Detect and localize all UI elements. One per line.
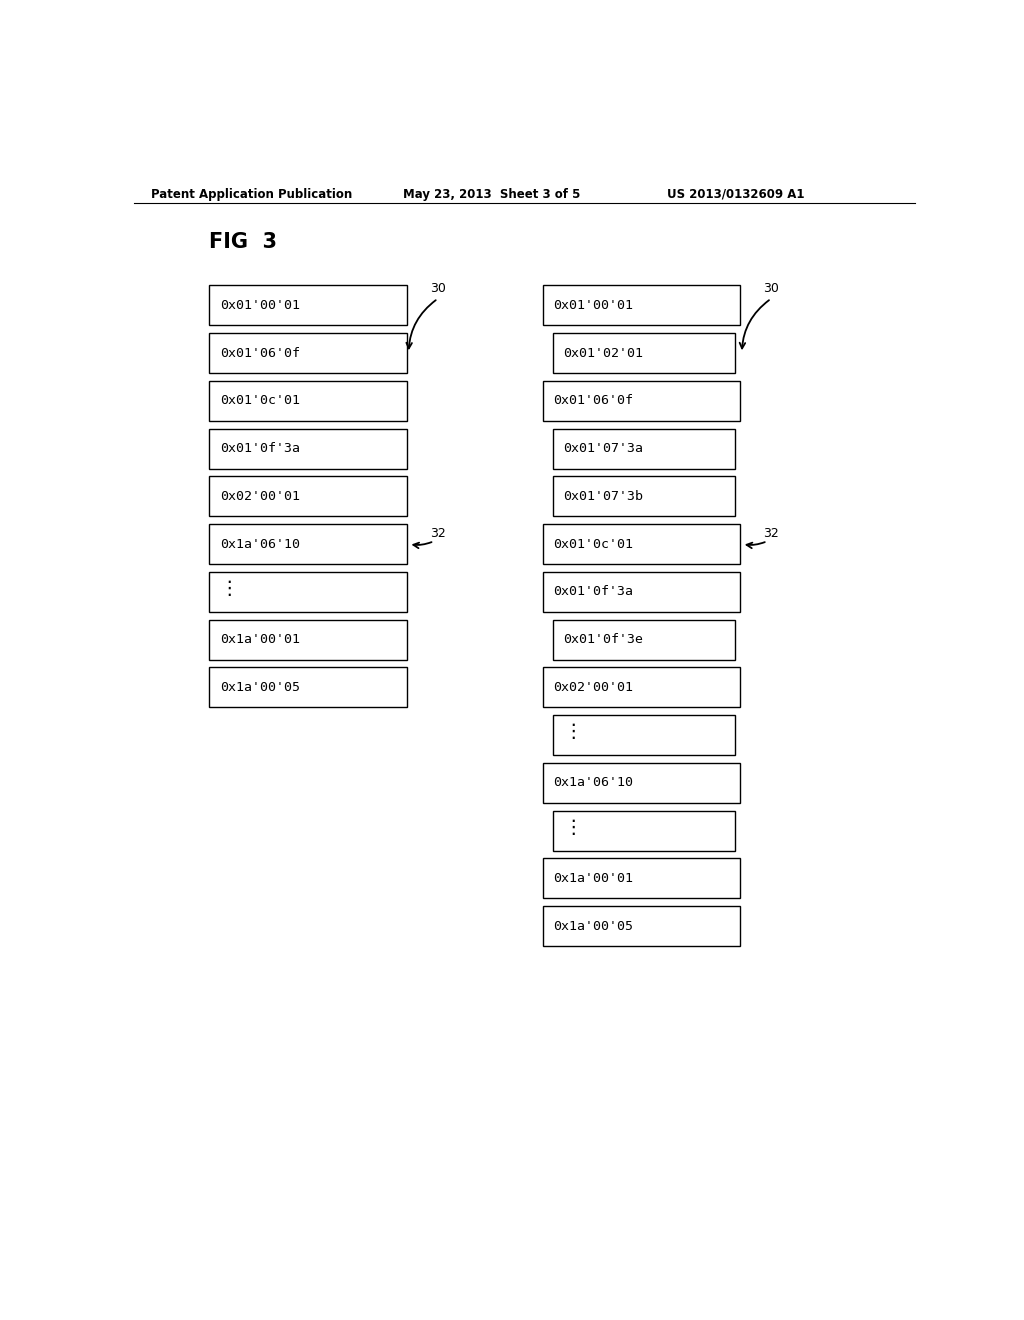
Bar xyxy=(543,858,740,899)
Text: 0x1a'06'10: 0x1a'06'10 xyxy=(554,776,634,789)
Bar xyxy=(209,333,407,374)
Bar xyxy=(543,906,740,946)
Bar xyxy=(543,668,740,708)
Bar xyxy=(209,477,407,516)
Text: 0x1a'00'01: 0x1a'00'01 xyxy=(220,634,300,647)
Text: 0x02'00'01: 0x02'00'01 xyxy=(220,490,300,503)
Text: 0x01'0c'01: 0x01'0c'01 xyxy=(554,537,634,550)
Text: 30: 30 xyxy=(430,281,446,294)
Text: 0x1a'00'01: 0x1a'00'01 xyxy=(554,871,634,884)
Bar xyxy=(209,524,407,564)
Text: ⋮: ⋮ xyxy=(563,818,583,837)
Bar xyxy=(543,572,740,612)
Text: FIG  3: FIG 3 xyxy=(209,231,278,252)
Text: 0x01'0f'3a: 0x01'0f'3a xyxy=(220,442,300,455)
Bar xyxy=(209,285,407,326)
Bar xyxy=(553,477,735,516)
Text: 0x01'06'0f: 0x01'06'0f xyxy=(554,395,634,408)
Text: May 23, 2013  Sheet 3 of 5: May 23, 2013 Sheet 3 of 5 xyxy=(403,187,581,201)
Text: 0x01'0f'3a: 0x01'0f'3a xyxy=(554,585,634,598)
Text: 0x01'02'01: 0x01'02'01 xyxy=(563,347,643,360)
Text: 30: 30 xyxy=(764,281,779,294)
Text: 0x01'0f'3e: 0x01'0f'3e xyxy=(563,634,643,647)
Text: 0x01'00'01: 0x01'00'01 xyxy=(220,298,300,312)
Text: 0x02'00'01: 0x02'00'01 xyxy=(554,681,634,694)
Bar xyxy=(543,285,740,326)
Text: US 2013/0132609 A1: US 2013/0132609 A1 xyxy=(667,187,804,201)
Bar xyxy=(209,619,407,660)
Text: 0x1a'00'05: 0x1a'00'05 xyxy=(554,920,634,933)
Text: 0x01'07'3b: 0x01'07'3b xyxy=(563,490,643,503)
Bar xyxy=(543,763,740,803)
Text: 32: 32 xyxy=(764,527,779,540)
Bar xyxy=(209,429,407,469)
Bar xyxy=(553,619,735,660)
Text: Patent Application Publication: Patent Application Publication xyxy=(152,187,352,201)
Bar xyxy=(553,333,735,374)
Bar xyxy=(543,381,740,421)
Bar xyxy=(209,668,407,708)
Text: ⋮: ⋮ xyxy=(563,722,583,742)
Text: 0x1a'06'10: 0x1a'06'10 xyxy=(220,537,300,550)
Bar xyxy=(553,810,735,850)
Bar xyxy=(553,429,735,469)
Text: ⋮: ⋮ xyxy=(219,579,239,598)
Text: 0x01'0c'01: 0x01'0c'01 xyxy=(220,395,300,408)
Bar xyxy=(209,572,407,612)
Text: 0x01'00'01: 0x01'00'01 xyxy=(554,298,634,312)
Bar xyxy=(553,715,735,755)
Text: 32: 32 xyxy=(430,527,446,540)
Text: 0x1a'00'05: 0x1a'00'05 xyxy=(220,681,300,694)
Text: 0x01'07'3a: 0x01'07'3a xyxy=(563,442,643,455)
Text: 0x01'06'0f: 0x01'06'0f xyxy=(220,347,300,360)
Bar xyxy=(543,524,740,564)
Bar xyxy=(209,381,407,421)
